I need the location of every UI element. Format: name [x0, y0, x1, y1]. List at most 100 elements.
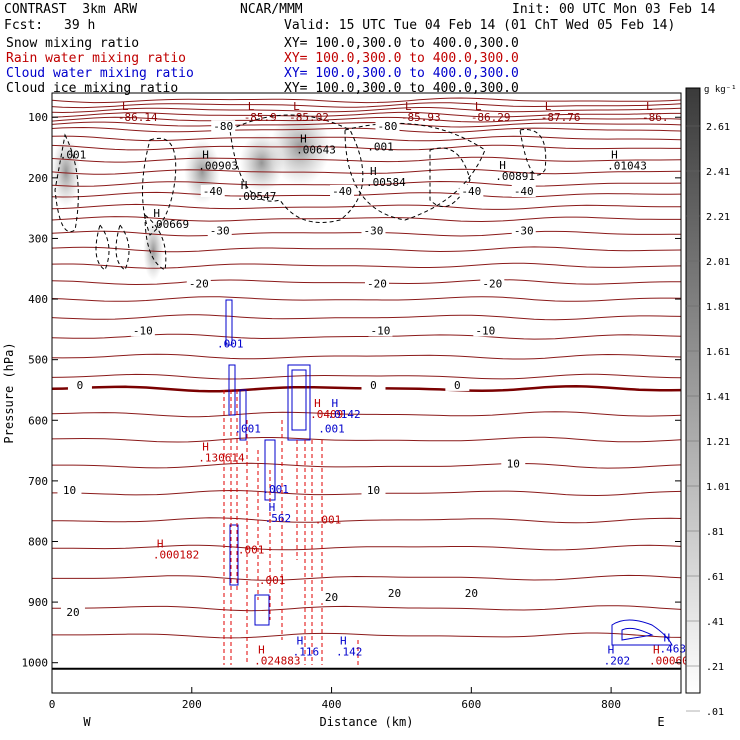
extremum-mark: L	[122, 100, 129, 113]
temperature-label-bg	[207, 224, 232, 237]
colorbar-label: 2.21	[706, 212, 730, 223]
colorbar-label: 1.21	[706, 437, 730, 448]
cloud-water-contour	[291, 369, 307, 431]
temperature-label-bg	[361, 483, 386, 496]
temperature-label: -40	[461, 185, 481, 198]
extremum-value: -86.29	[471, 111, 511, 124]
temperature-label-bg	[186, 277, 211, 290]
temperature-label-bg	[67, 378, 92, 391]
contour-value-label: .001	[262, 483, 289, 496]
temperature-label: -30	[210, 224, 230, 237]
temperature-label: 20	[388, 587, 401, 600]
field-rain-name: Rain water mixing ratio	[6, 51, 187, 66]
cloud-water-contour	[228, 364, 236, 416]
temperature-label: 0	[454, 379, 461, 392]
cloud-ice-contour	[519, 129, 547, 176]
extremum-mark: L	[293, 100, 300, 113]
temperature-label-bg	[57, 483, 82, 496]
temperature-label-bg	[445, 378, 470, 391]
temperature-label: 0	[77, 379, 84, 392]
colorbar-label: .21	[706, 662, 724, 673]
cloud-water-contour	[225, 299, 233, 346]
isotherm-line	[51, 111, 681, 118]
isotherm-line	[52, 574, 682, 581]
snow-shade	[51, 136, 80, 207]
colorbar-label: .41	[706, 617, 724, 628]
cloud-ice-contour	[142, 138, 177, 236]
valid-time: Valid: 15 UTC Tue 04 Feb 14 (01 ChT Wed …	[284, 18, 676, 33]
extremum-mark: H	[241, 179, 248, 192]
x-tick-label: 0	[49, 698, 56, 711]
extremum-mark: H	[653, 644, 660, 657]
extremum-mark: H	[664, 631, 671, 644]
snow-shading	[51, 109, 331, 281]
isotherm-line	[51, 544, 682, 551]
cloud-ice-contour	[429, 147, 471, 208]
colorbar-label: 1.01	[706, 482, 730, 493]
extremum-value: .116	[293, 646, 320, 659]
extremum-value: .01043	[607, 159, 647, 172]
field-cloudwater-xy: XY= 100.0,300.0 to 400.0,300.0	[284, 66, 519, 81]
field-snow-xy: XY= 100.0,300.0 to 400.0,300.0	[284, 36, 519, 51]
colorbar: g kg⁻¹ 2.61 2.41 2.21 2.01 1.81 1.61 1.41 1.21 1.…	[685, 85, 737, 718]
colorbar-label: .01	[706, 707, 724, 718]
contour-value-label: .001	[234, 422, 261, 435]
east-label: E	[657, 715, 664, 729]
extremum-value: .562	[265, 512, 292, 525]
temperature-label-bg	[382, 586, 407, 599]
extremum-value: .000607	[649, 655, 695, 668]
cloud-water-contour	[239, 389, 247, 441]
extremum-mark: L	[545, 100, 552, 113]
colorbar-unit: g kg⁻¹	[704, 85, 737, 95]
west-label: W	[83, 715, 91, 729]
temperature-label: 0	[370, 379, 377, 392]
y-tick-label: 500	[28, 354, 48, 367]
extremum-mark: H	[370, 165, 377, 178]
extremum-value: .00643	[296, 144, 336, 157]
extremum-mark: H	[300, 133, 307, 146]
isotherm-line	[51, 180, 682, 187]
cloud-water-contour	[254, 594, 270, 626]
temperature-label-bg	[200, 185, 225, 197]
cloud-water-contour	[229, 524, 239, 586]
extremum-value: -86.14	[118, 111, 158, 124]
extremum-value: .000182	[153, 549, 199, 562]
x-tick-label: 600	[461, 698, 481, 711]
temperature-label: -10	[371, 324, 391, 337]
cloud-ice-contour	[344, 122, 486, 221]
org-label: NCAR/MMM	[240, 2, 303, 17]
temperature-label: 10	[63, 484, 76, 497]
isotherm-line	[51, 107, 682, 114]
extremum-mark: H	[499, 159, 506, 172]
colorbar-label: 1.61	[706, 347, 730, 358]
isotherm-line	[51, 135, 682, 142]
temperature-label: 10	[507, 458, 520, 471]
cloud-ice-contour	[144, 213, 167, 271]
y-tick-label: 900	[28, 596, 48, 609]
temperature-label-bg	[211, 120, 236, 133]
field-snow-name: Snow mixing ratio	[6, 36, 140, 51]
extremum-mark: L	[248, 100, 255, 113]
isotherm-line	[51, 203, 681, 210]
y-tick-label: 600	[28, 414, 48, 427]
extremum-value: .202	[604, 655, 631, 668]
isotherm-line	[51, 216, 681, 223]
contour-value-label: .001	[367, 141, 394, 154]
contour-value-label: .001	[315, 513, 342, 526]
extremum-value: .00891	[495, 170, 535, 183]
isotherm-line	[51, 156, 682, 163]
extremum-value: .0142	[328, 408, 361, 421]
colorbar-label: 1.81	[706, 302, 730, 313]
extremum-mark: L	[475, 100, 482, 113]
field-cloudwater-name: Cloud water mixing ratio	[6, 66, 194, 81]
x-tick-label: 400	[322, 698, 342, 711]
isotherm-line	[51, 121, 682, 128]
temperature-label: -10	[133, 324, 153, 337]
extremum-mark: L	[405, 100, 412, 113]
temperature-label: 20	[325, 591, 338, 604]
contour-value-label: .001	[217, 338, 244, 351]
extremum-mark: H	[611, 148, 618, 161]
temperature-label: -30	[514, 224, 534, 237]
isotherm-line	[51, 191, 682, 198]
